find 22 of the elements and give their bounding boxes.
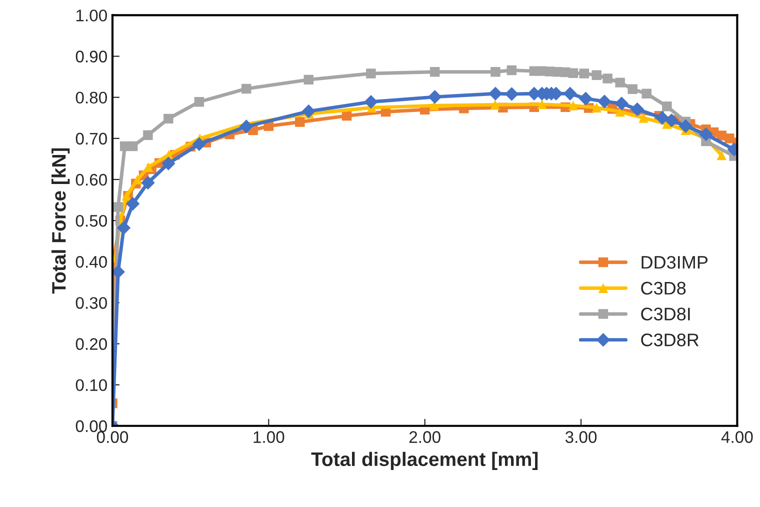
- legend-label: C3D8I: [641, 308, 690, 320]
- y-tick-label: 0.50: [76, 214, 107, 227]
- x-tick-label: 1.00: [254, 431, 284, 443]
- x-tick-label: 4.00: [721, 431, 753, 443]
- y-tick-label: 1.00: [76, 10, 107, 22]
- y-tick-label: 0.90: [76, 50, 107, 62]
- y-axis-title: Total Force [kN]: [52, 148, 70, 294]
- legend-label: C3D8: [641, 282, 686, 295]
- x-tick-label: 2.00: [409, 431, 440, 443]
- y-tick-label: 0.70: [76, 132, 107, 145]
- y-tick-label: 0.20: [76, 338, 107, 350]
- x-tick-label: 3.00: [565, 431, 597, 443]
- legend-label: DD3IMP: [642, 256, 708, 269]
- legend-label: C3D8R: [641, 334, 699, 346]
- x-tick-label: 0.00: [96, 431, 128, 443]
- x-axis-title: Total displacement [mm]: [311, 452, 538, 470]
- y-tick-label: 0.10: [76, 379, 107, 392]
- y-tick-label: 0.40: [76, 256, 107, 268]
- y-tick-label: 0.60: [76, 174, 107, 186]
- y-tick-label: 0.30: [76, 297, 107, 309]
- y-tick-label: 0.00: [76, 420, 107, 432]
- y-tick-label: 0.80: [76, 92, 107, 104]
